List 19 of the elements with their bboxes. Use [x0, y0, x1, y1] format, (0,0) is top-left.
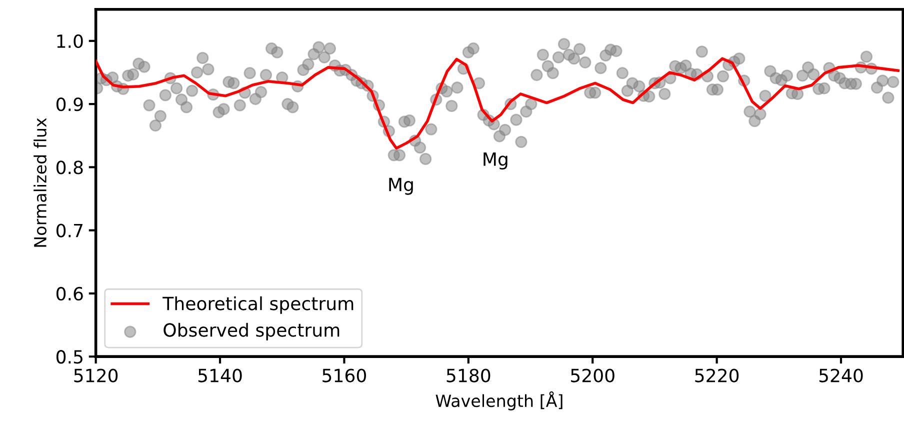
x-tick-label: 5200	[571, 368, 614, 382]
x-tick-label: 5160	[322, 368, 366, 382]
x-tick-label: 5140	[198, 368, 242, 382]
legend-label: Theoretical spectrum	[162, 296, 354, 314]
x-tick-label: 5180	[446, 368, 490, 382]
y-tick-label: 1.0	[57, 34, 83, 48]
annotation: Mg	[484, 152, 508, 170]
annotation: Mg	[389, 178, 413, 195]
y-tick-label: 0.8	[56, 160, 83, 174]
y-axis-title: Normalized flux	[34, 118, 47, 247]
legend-label: Observed spectrum	[164, 322, 340, 340]
y-tick-label: 0.5	[56, 350, 82, 364]
x-tick-label: 5120	[74, 368, 118, 382]
y-tick-label: 0.6	[56, 286, 83, 301]
x-axis-title: Wavelength [Å]	[436, 391, 562, 410]
x-tick-label: 5220	[695, 368, 739, 382]
y-tick-label: 0.9	[56, 98, 83, 112]
x-tick-label: 5240	[819, 368, 863, 382]
y-tick-label: 0.7	[56, 224, 82, 238]
